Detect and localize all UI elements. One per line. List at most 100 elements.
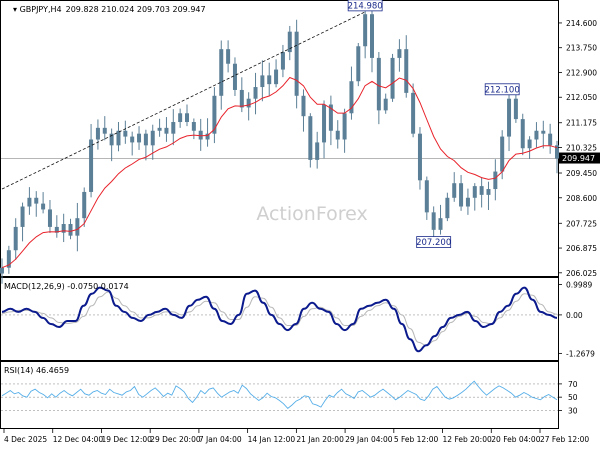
candle-body	[349, 81, 354, 114]
macd-panel-frame	[0, 277, 559, 361]
moving-average-line	[1, 76, 558, 269]
candle-body	[41, 203, 46, 210]
candle-body	[527, 139, 532, 149]
level-label: 207.200	[416, 238, 451, 248]
candle-body	[102, 127, 107, 134]
candle-body	[500, 136, 505, 172]
watermark: ActionForex	[256, 203, 367, 225]
candle-body	[274, 69, 279, 85]
candle-body	[376, 57, 381, 111]
candle-body	[109, 133, 114, 146]
candle-body	[89, 139, 94, 192]
candle-body	[185, 113, 189, 123]
candle-body	[75, 218, 80, 236]
candle-body	[116, 130, 121, 146]
candle-body	[232, 63, 237, 90]
level-label: 212.100	[485, 85, 520, 95]
candle-body	[308, 116, 313, 160]
current-price-tag	[559, 152, 600, 164]
price-tick-label: 208.600	[566, 194, 597, 203]
candle-body	[397, 49, 402, 58]
price-panel-title: ▾ GBPJPY,H4 209.828 210.024 209.703 209.9…	[13, 5, 206, 14]
candle-body	[493, 171, 498, 190]
rsi-tick-label: 30	[568, 406, 578, 415]
candle-body	[68, 224, 73, 236]
candle-body	[267, 75, 272, 85]
level-label-box	[347, 0, 383, 12]
x-tick-label: 5 Feb 12:00	[394, 435, 439, 444]
candle-body	[383, 98, 388, 111]
candle-body	[513, 98, 518, 120]
price-tick-label: 212.050	[566, 93, 597, 102]
candle-body	[322, 104, 327, 143]
price-tick-label: 213.750	[566, 44, 597, 53]
price-panel-frame	[0, 0, 559, 277]
candle-body	[137, 133, 142, 143]
candle-body	[465, 197, 470, 207]
candle-body	[534, 130, 539, 140]
candle-body	[541, 130, 546, 134]
x-tick-label: 27 Feb 12:00	[540, 435, 589, 444]
candle-body	[27, 197, 32, 207]
candle-body	[555, 145, 559, 159]
candle-body	[150, 130, 155, 146]
candle-body	[253, 87, 258, 99]
level-label-box	[484, 83, 520, 96]
x-tick-label: 7 Jan 04:00	[199, 435, 242, 444]
candle-body	[130, 136, 135, 143]
candle-body	[390, 57, 395, 99]
x-tick-label: 12 Dec 04:00	[53, 435, 104, 444]
candle-body	[472, 186, 477, 198]
candle-body	[13, 226, 18, 251]
macd-tick-label: 0.00	[566, 311, 583, 320]
rsi-tick-label: 70	[568, 380, 578, 389]
candle-body	[315, 142, 320, 160]
candle-body	[424, 180, 429, 213]
axis-layer: 214.600 213.750 212.900 212.050 211.175 210.3…	[3, 19, 600, 444]
price-tick-label: 206.025	[566, 269, 597, 278]
candle-body	[246, 98, 251, 108]
x-tick-label: 21 Jan 20:00	[296, 435, 344, 444]
candle-body	[287, 31, 292, 53]
price-tick-label: 212.900	[566, 68, 597, 77]
macd-layer	[1, 286, 558, 353]
candle-body	[452, 183, 457, 198]
price-title-ohlc: 209.828 210.024 209.703 209.947	[66, 5, 206, 14]
price-layer: 214.980 212.100 207.200	[0, 0, 559, 284]
trendline	[1, 11, 366, 190]
candle-body	[301, 95, 306, 117]
candle-body	[95, 127, 100, 140]
candle-body	[191, 122, 196, 131]
candle-body	[431, 212, 436, 230]
candle-body	[54, 226, 59, 233]
candle-body	[411, 92, 416, 134]
candle-body	[342, 113, 347, 140]
candle-body	[404, 49, 409, 93]
candle-body	[445, 197, 450, 219]
candle-body	[226, 49, 231, 64]
candle-body	[520, 119, 525, 149]
candle-body	[61, 224, 66, 233]
candle-body	[548, 133, 553, 146]
candle-body	[417, 133, 422, 181]
rsi-panel-title: RSI(14) 46.4659	[4, 366, 69, 375]
macd-signal-line	[1, 291, 558, 346]
candle-body	[479, 186, 484, 195]
price-tick-label: 207.725	[566, 219, 597, 228]
candle-body	[157, 127, 162, 131]
candle-body	[82, 191, 87, 219]
level-label: 214.980	[348, 1, 383, 11]
rsi-line	[1, 380, 558, 410]
candle-body	[198, 130, 203, 140]
rsi-panel-frame	[0, 361, 559, 429]
rsi-tick-label: 50	[568, 393, 578, 402]
candle-body	[260, 75, 265, 88]
candle-body	[143, 133, 148, 146]
x-tick-label: 20 Feb 04:00	[491, 435, 540, 444]
candle-body	[212, 95, 217, 134]
candle-body	[123, 130, 128, 137]
x-tick-label: 4 Dec 2025	[4, 435, 47, 444]
candle-body	[459, 183, 464, 207]
candle-body	[34, 197, 39, 204]
